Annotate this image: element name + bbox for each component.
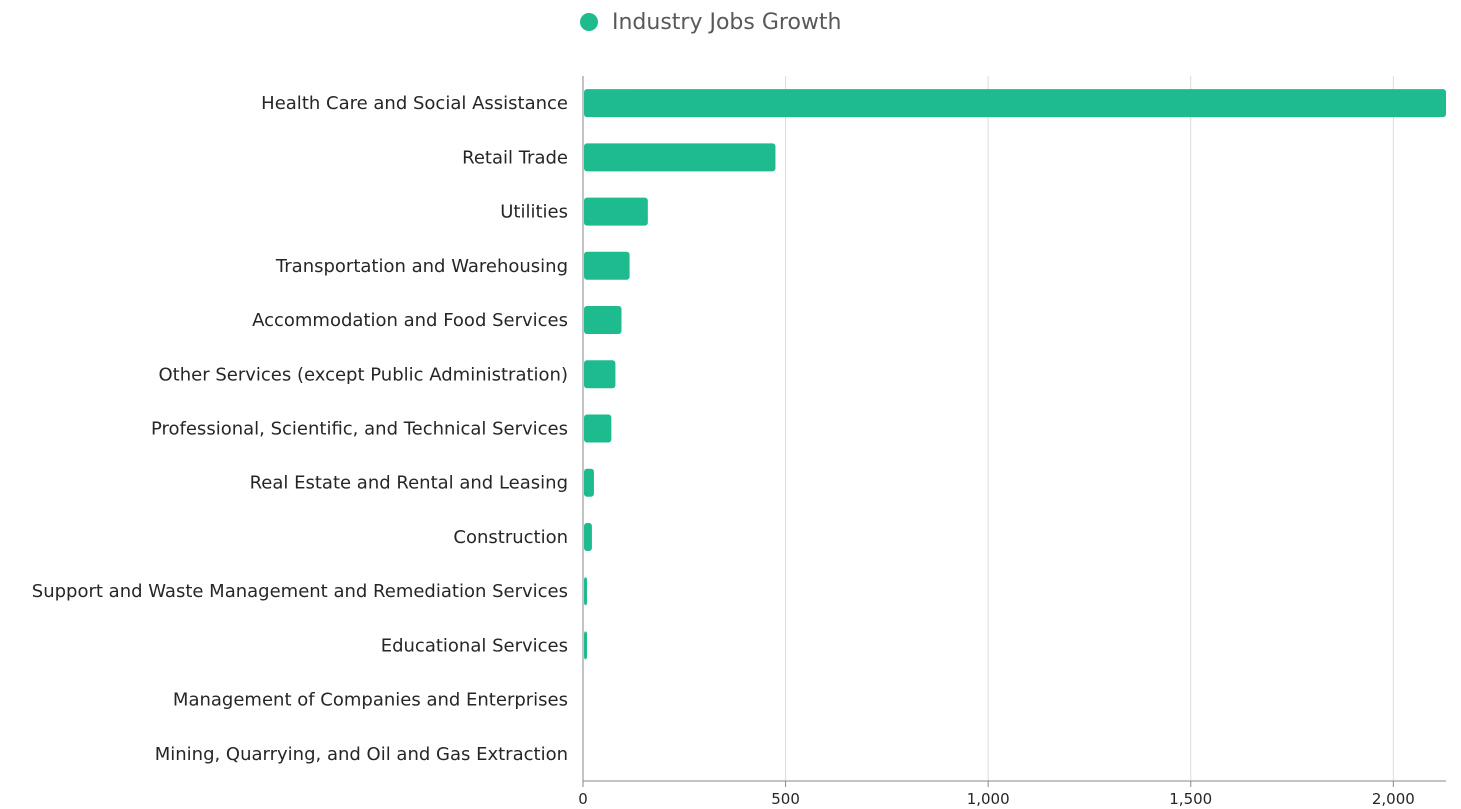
bar [584, 251, 630, 280]
category-label: Real Estate and Rental and Leasing [250, 473, 568, 494]
category-label: Mining, Quarrying, and Oil and Gas Extra… [155, 744, 568, 765]
x-tick-label: 500 [771, 790, 800, 808]
category-label: Retail Trade [462, 147, 568, 168]
legend-label: Industry Jobs Growth [612, 9, 842, 35]
bar [584, 306, 622, 335]
category-label: Construction [453, 527, 568, 548]
x-tick-label: 2,000 [1372, 790, 1415, 808]
x-tick-label: 0 [578, 790, 588, 808]
x-tick-label: 1,500 [1169, 790, 1212, 808]
bar [584, 468, 594, 497]
bar [584, 360, 616, 389]
category-label: Other Services (except Public Administra… [159, 364, 568, 385]
category-label: Transportation and Warehousing [275, 256, 568, 277]
bar [584, 414, 612, 443]
bar [584, 89, 1446, 118]
bar [584, 197, 648, 226]
category-label: Professional, Scientific, and Technical … [151, 419, 568, 440]
circle-marker-icon [580, 13, 598, 31]
category-label: Support and Waste Management and Remedia… [32, 581, 568, 602]
bar [584, 631, 588, 660]
category-label: Utilities [500, 202, 568, 223]
category-label: Educational Services [381, 635, 568, 656]
bar [584, 577, 588, 606]
category-label: Management of Companies and Enterprises [173, 690, 568, 711]
category-label: Accommodation and Food Services [252, 310, 568, 331]
x-tick-label: 1,000 [967, 790, 1010, 808]
bar [584, 143, 776, 172]
legend: Industry Jobs Growth [580, 8, 842, 36]
bar [584, 522, 592, 551]
category-label: Health Care and Social Assistance [261, 93, 568, 114]
